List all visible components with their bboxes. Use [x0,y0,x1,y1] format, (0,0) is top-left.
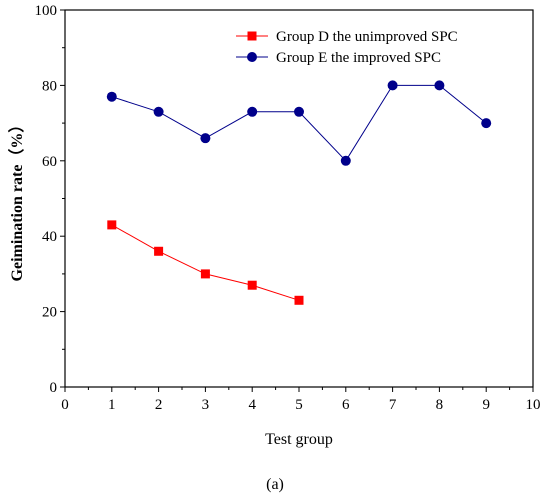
x-axis: 0 1 2 3 4 5 6 7 8 9 10 [61,387,541,413]
series-2 [106,80,492,166]
legend-item: Group D the unimproved SPC [236,29,458,45]
y-tick-label: 20 [42,305,57,321]
data-point [107,220,117,230]
data-point [340,155,351,166]
x-tick-label: 6 [342,397,350,413]
x-tick-label: 5 [295,397,303,413]
x-axis-title: Test group [265,431,333,448]
x-tick-label: 3 [202,397,210,413]
y-tick-label: 0 [50,380,58,396]
data-point [153,106,164,117]
x-tick-label: 4 [248,397,256,413]
data-point [247,280,257,290]
x-tick-label: 1 [108,397,116,413]
data-point [387,80,398,91]
series-layer [106,80,492,305]
x-tick-label: 2 [155,397,163,413]
data-point [200,269,210,279]
legend-marker [247,52,257,62]
y-tick-label: 100 [35,3,58,19]
x-tick-label: 0 [61,397,69,413]
legend-label: Group E the improved SPC [276,50,441,66]
data-point [481,118,492,129]
y-axis-title: Geimination rate（%） [8,117,26,282]
data-point [294,295,304,305]
data-point [247,106,258,117]
legend-marker [247,31,257,41]
x-tick-label: 8 [436,397,444,413]
data-point [294,106,304,117]
series-1 [107,220,304,305]
x-tick-label: 9 [482,397,490,413]
x-tick-label: 10 [526,397,541,413]
y-tick-label: 80 [42,78,57,94]
legend-label: Group D the unimproved SPC [276,29,458,45]
y-axis: 0 20 40 60 80 100 [35,3,65,396]
data-point [200,133,211,144]
legend: Group D the unimproved SPC Group E the im… [236,29,458,66]
data-point [434,80,445,91]
figure-caption: (a) [266,476,284,493]
y-tick-label: 40 [42,229,57,245]
data-point [154,246,164,256]
legend-item: Group E the improved SPC [236,50,441,66]
x-tick-label: 7 [389,397,397,413]
data-point [106,91,117,102]
y-tick-label: 60 [42,154,57,170]
